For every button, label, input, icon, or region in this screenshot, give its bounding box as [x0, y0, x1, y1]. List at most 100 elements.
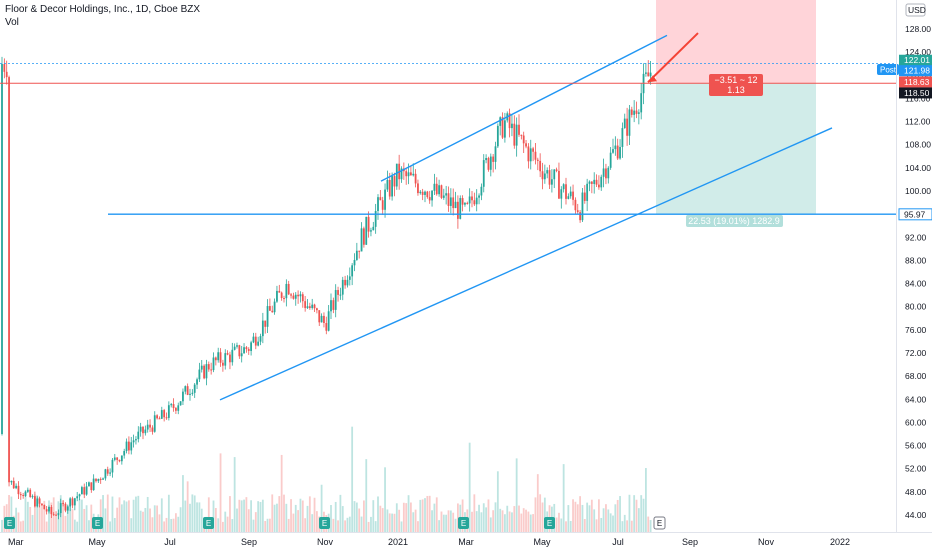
candle	[391, 172, 393, 201]
take-profit-zone[interactable]	[656, 83, 816, 214]
candle-body	[466, 202, 469, 204]
earnings-icon[interactable]: E	[92, 517, 103, 529]
candle-body	[393, 176, 396, 187]
volume-bar	[431, 510, 433, 532]
candle	[438, 179, 440, 197]
candle-body	[236, 345, 238, 347]
earnings-icon[interactable]: E	[203, 517, 214, 529]
candle-body	[468, 196, 471, 204]
candle-body	[229, 354, 231, 363]
volume-bar	[128, 500, 130, 532]
earnings-icon-label: E	[7, 519, 12, 528]
candle	[360, 222, 363, 252]
volume-bar	[109, 521, 111, 532]
volume-bar	[541, 502, 544, 532]
upcoming-earnings-icon[interactable]: E	[653, 516, 666, 530]
earnings-icon[interactable]: E	[4, 517, 15, 529]
candle-body	[95, 478, 97, 482]
time-axis-label: May	[533, 537, 551, 547]
candle-body	[41, 503, 43, 505]
post-price-tag-bg	[899, 65, 932, 77]
candle-body	[586, 183, 589, 201]
candle	[527, 143, 530, 169]
candle	[471, 190, 473, 208]
volume-bar	[365, 459, 368, 532]
candle	[90, 482, 93, 493]
candle-body	[113, 457, 116, 460]
candle	[395, 163, 398, 190]
candle-body	[374, 211, 377, 227]
volume-bar	[555, 517, 558, 532]
target-label[interactable]: 22.53 (19.01%) 1282.9	[686, 215, 783, 227]
candle-body	[449, 197, 452, 206]
candle-body	[590, 181, 593, 184]
stop-label[interactable]: −3.51 ~ 121.13	[709, 74, 763, 96]
volume-bar	[116, 507, 119, 532]
candle	[630, 106, 633, 118]
volume-bar	[172, 518, 175, 532]
candle-body	[62, 503, 64, 505]
candle-body	[224, 353, 227, 366]
red-arrow-shaft[interactable]	[647, 32, 699, 83]
candle-body	[311, 304, 314, 308]
post-market-label[interactable]: Post	[877, 64, 899, 75]
candle	[435, 177, 438, 196]
candle-body	[81, 487, 83, 495]
candle-body	[358, 250, 361, 252]
support-price-tag: 95.97	[898, 208, 932, 221]
candle-body	[48, 506, 50, 512]
candle	[214, 356, 217, 366]
volume-bar	[111, 496, 114, 532]
post-price-tag-text: 121.98	[904, 66, 930, 76]
candle	[156, 414, 158, 420]
volume-bar	[29, 506, 32, 532]
candle-body	[513, 123, 516, 146]
candle-body	[135, 439, 137, 441]
volume-bar	[616, 499, 619, 532]
volume-bar	[574, 501, 577, 532]
volume-bar	[337, 520, 339, 532]
candle-body	[172, 404, 175, 409]
candle	[405, 168, 408, 185]
candle	[447, 186, 450, 212]
volume-bar	[405, 503, 408, 532]
candle	[104, 468, 107, 481]
volume-bar	[273, 504, 276, 532]
volume-bar	[66, 505, 69, 532]
lower-channel-trendline[interactable]	[219, 127, 833, 401]
volume-bar	[426, 495, 429, 532]
candle	[243, 343, 245, 354]
stop-loss-zone[interactable]	[656, 0, 816, 84]
candle	[614, 136, 617, 156]
candle-body	[355, 250, 358, 260]
volume-bar	[261, 499, 264, 532]
candle-body	[435, 183, 438, 195]
candle-body	[203, 365, 205, 379]
candle-body	[388, 179, 391, 197]
candle-body	[330, 300, 332, 312]
candle-body	[555, 169, 558, 171]
candle	[619, 139, 621, 160]
currency-label[interactable]: USD	[905, 3, 926, 17]
upper-channel-trendline[interactable]	[380, 34, 668, 182]
candle	[402, 162, 405, 180]
candle	[283, 295, 285, 303]
candle-body	[334, 290, 337, 310]
volume-bar	[196, 502, 198, 532]
candle-body	[252, 336, 255, 343]
volume-bar	[398, 509, 401, 532]
candle	[233, 343, 236, 351]
earnings-icon[interactable]: E	[544, 517, 555, 529]
earnings-icon[interactable]: E	[319, 517, 330, 529]
volume-bar	[614, 504, 617, 532]
candle	[424, 190, 426, 203]
earnings-icon-bg	[92, 517, 103, 529]
candle-body	[447, 193, 450, 206]
earnings-icon-label: E	[461, 519, 466, 528]
candle-body	[167, 405, 170, 418]
candle-body	[83, 487, 86, 495]
candle-body	[264, 320, 267, 327]
earnings-icon[interactable]: E	[458, 517, 469, 529]
